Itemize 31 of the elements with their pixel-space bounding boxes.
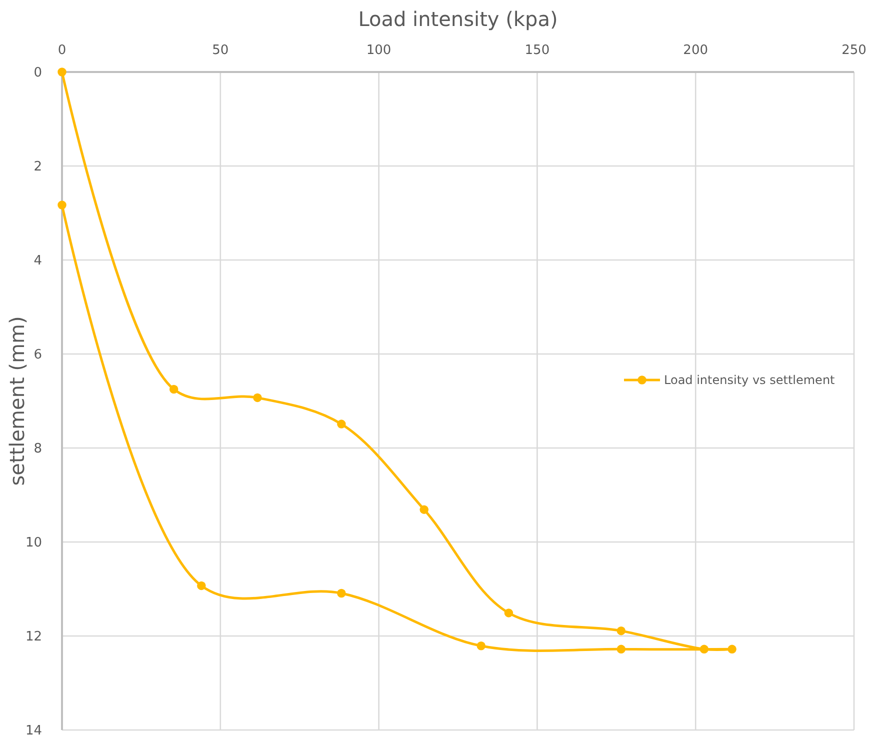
point [420,505,428,514]
y-tick-label: 10 [25,536,42,551]
y-axis-title: settlement (mm) [5,316,29,486]
x-tick-label: 50 [212,43,229,58]
point [169,384,178,394]
point [253,393,262,402]
point [197,581,206,590]
point [616,626,626,636]
x-tick-label: 0 [58,43,66,58]
y-tick-label: 12 [25,630,42,645]
point [728,644,736,654]
x-tick-label: 150 [524,43,550,58]
point [700,644,709,654]
y-tick-label: 6 [34,348,42,363]
y-tick-label: 8 [34,442,42,457]
y-tick-label: 4 [34,254,42,269]
point [616,644,626,654]
y-tick-label: 14 [25,724,42,739]
y-tick-label: 0 [34,66,42,81]
y-tick-label: 2 [34,160,42,175]
x-tick-label: 250 [842,43,866,58]
point [504,608,514,618]
point [58,68,66,76]
point [476,642,486,650]
x-tick-label: 200 [683,43,708,58]
point [337,420,346,428]
legend-label: Load intensity vs settlement [664,373,836,388]
point [58,200,66,210]
x-tick-label: 100 [366,43,392,58]
point [337,588,346,598]
x-axis-title: Load intensity (kpa) [358,7,558,31]
